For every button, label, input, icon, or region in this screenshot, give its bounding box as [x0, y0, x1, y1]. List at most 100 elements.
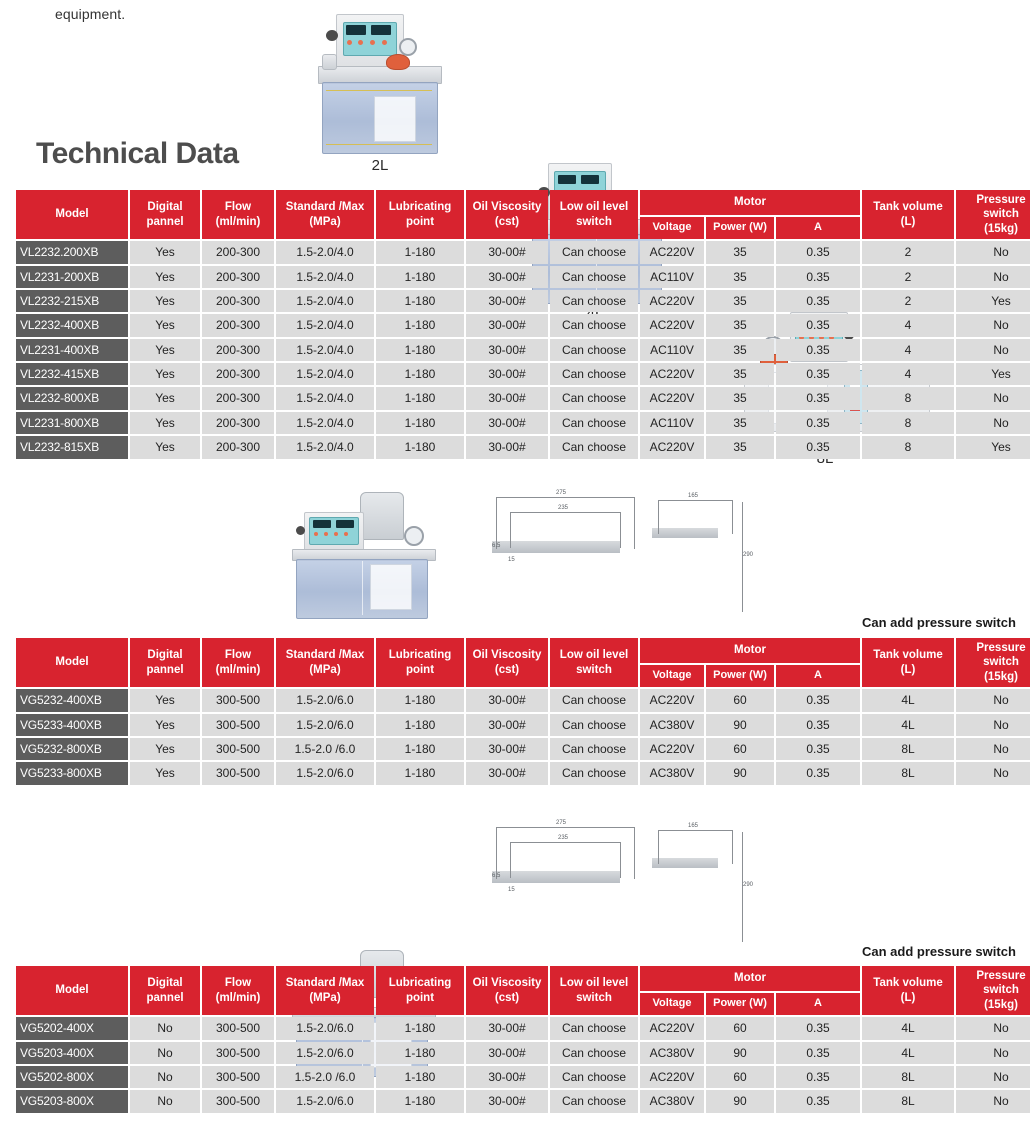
cell-std-max: 1.5-2.0/6.0 [276, 1041, 374, 1064]
oil-tank [652, 538, 708, 590]
tank-label [374, 96, 416, 142]
col-standard-max-l1: Standard /Max [285, 977, 365, 990]
cell-std-max: 1.5-2.0 /6.0 [276, 737, 374, 761]
cell-tank: 8 [862, 436, 955, 459]
table-header-row: Model Digital pannel Flow (ml/min) Stand… [16, 638, 1030, 688]
table-row: VL2232-815XB Yes 200-300 1.5-2.0/4.0 1-180 30… [16, 436, 1030, 459]
table-row: VG5203-800X No 300-500 1.5-2.0/6.0 1-180 30-0… [16, 1090, 1030, 1113]
cell-low-oil: Can choose [550, 363, 638, 386]
digital-display-right [371, 25, 391, 35]
cell-visc: 30-00# [466, 1090, 548, 1113]
col-tank-volume: Tank volume (L) [862, 966, 955, 1016]
cell-model: VG5202-800X [16, 1065, 128, 1089]
cell-lub: 1-180 [376, 387, 464, 410]
col-motor-power: Power (W) [706, 217, 774, 240]
tank-divider [568, 895, 569, 943]
cell-model: VL2231-400XB [16, 338, 128, 362]
col-tank-volume-l1: Tank volume [873, 201, 943, 214]
col-oil-viscosity-l2: (cst) [494, 663, 520, 676]
dim-tick [658, 500, 659, 534]
cell-model: VG5233-800XB [16, 762, 128, 785]
panel-button [334, 532, 338, 536]
pump-photo-vg523x [292, 492, 442, 620]
cell-amps: 0.35 [776, 1065, 861, 1089]
cell-press: No [956, 737, 1030, 761]
col-flow: Flow (ml/min) [202, 190, 274, 240]
col-digital-pannel: Digital pannel [130, 966, 200, 1016]
cell-lub: 1-180 [376, 314, 464, 337]
digital-display-right [581, 175, 599, 184]
col-low-oil-l2: switch [576, 663, 612, 676]
note-can-add-pressure-switch-1: Can add pressure switch [862, 615, 1016, 630]
tank-divider [568, 565, 569, 613]
cell-press: No [956, 338, 1030, 362]
cell-tank: 8L [862, 1065, 955, 1089]
col-standard-max: Standard /Max (MPa) [276, 638, 374, 688]
col-digital-pannel-l2: pannel [146, 663, 184, 676]
cell-flow: 200-300 [202, 289, 274, 313]
cell-std-max: 1.5-2.0/4.0 [276, 436, 374, 459]
cell-amps: 0.35 [776, 411, 861, 435]
cell-tank: 4L [862, 1017, 955, 1040]
col-motor-amps: A [776, 993, 861, 1016]
cell-amps: 0.35 [776, 289, 861, 313]
cell-lub: 1-180 [376, 1090, 464, 1113]
cell-power: 90 [706, 1090, 774, 1113]
cell-press: No [956, 314, 1030, 337]
cell-visc: 30-00# [466, 338, 548, 362]
cell-low-oil: Can choose [550, 241, 638, 264]
cell-lub: 1-180 [376, 289, 464, 313]
col-pressure-switch-l1: Pressure switch [976, 642, 1026, 669]
col-standard-max-l2: (MPa) [309, 991, 341, 1004]
cell-model: VL2232-415XB [16, 363, 128, 386]
col-standard-max: Standard /Max (MPa) [276, 190, 374, 240]
col-digital-pannel-l1: Digital [147, 201, 183, 214]
cell-amps: 0.35 [776, 436, 861, 459]
col-tank-volume-l1: Tank volume [873, 649, 943, 662]
cell-lub: 1-180 [376, 265, 464, 288]
table-row: VG5203-400X No 300-500 1.5-2.0/6.0 1-180 30-0… [16, 1041, 1030, 1064]
cell-digital: Yes [130, 387, 200, 410]
cell-amps: 0.35 [776, 1017, 861, 1040]
table-row: VL2231-400XB Yes 200-300 1.5-2.0/4.0 1-180 30… [16, 338, 1030, 362]
col-oil-viscosity: Oil Viscosity (cst) [466, 966, 548, 1016]
cell-voltage: AC220V [640, 241, 704, 264]
cell-visc: 30-00# [466, 1017, 548, 1040]
cell-tank: 2 [862, 289, 955, 313]
cell-flow: 300-500 [202, 1017, 274, 1040]
col-tank-volume: Tank volume (L) [862, 190, 955, 240]
col-oil-viscosity-l1: Oil Viscosity [472, 201, 542, 214]
col-digital-pannel-l2: pannel [146, 991, 184, 1004]
cell-std-max: 1.5-2.0/4.0 [276, 265, 374, 288]
cell-model: VG5202-400X [16, 1017, 128, 1040]
col-tank-volume-l2: (L) [900, 991, 916, 1004]
cell-low-oil: Can choose [550, 1065, 638, 1089]
cell-press: Yes [956, 436, 1030, 459]
cell-low-oil: Can choose [550, 762, 638, 785]
cell-flow: 300-500 [202, 689, 274, 712]
dim-line-width [658, 500, 732, 501]
top-plate [652, 528, 718, 538]
dim-width-outer: 275 [556, 820, 567, 826]
cell-tank: 8L [862, 1090, 955, 1113]
spec-table-vg523x: Model Digital pannel Flow (ml/min) Stand… [14, 636, 1030, 787]
spec-table-vg520x: Model Digital pannel Flow (ml/min) Stand… [14, 964, 1030, 1115]
cell-visc: 30-00# [466, 363, 548, 386]
spec-table-vl22xx: Model Digital pannel Flow (ml/min) Stand… [14, 188, 1030, 461]
cell-visc: 30-00# [466, 689, 548, 712]
cell-flow: 200-300 [202, 241, 274, 264]
panel-button [382, 40, 387, 45]
table-row: VL2231-200XB Yes 200-300 1.5-2.0/4.0 1-180 30… [16, 265, 1030, 288]
col-lubricating-l2: point [405, 663, 435, 676]
cell-visc: 30-00# [466, 762, 548, 785]
dim-line-outer [496, 497, 634, 498]
cell-amps: 0.35 [776, 713, 861, 736]
dim-offset2: 15 [508, 557, 515, 563]
panel-button [799, 335, 804, 340]
cell-tank: 8L [862, 737, 955, 761]
cell-visc: 30-00# [466, 1041, 548, 1064]
col-lubricating-l2: point [405, 991, 435, 1004]
fill-cap [386, 54, 410, 70]
cell-std-max: 1.5-2.0/6.0 [276, 689, 374, 712]
cell-power: 90 [706, 1041, 774, 1064]
